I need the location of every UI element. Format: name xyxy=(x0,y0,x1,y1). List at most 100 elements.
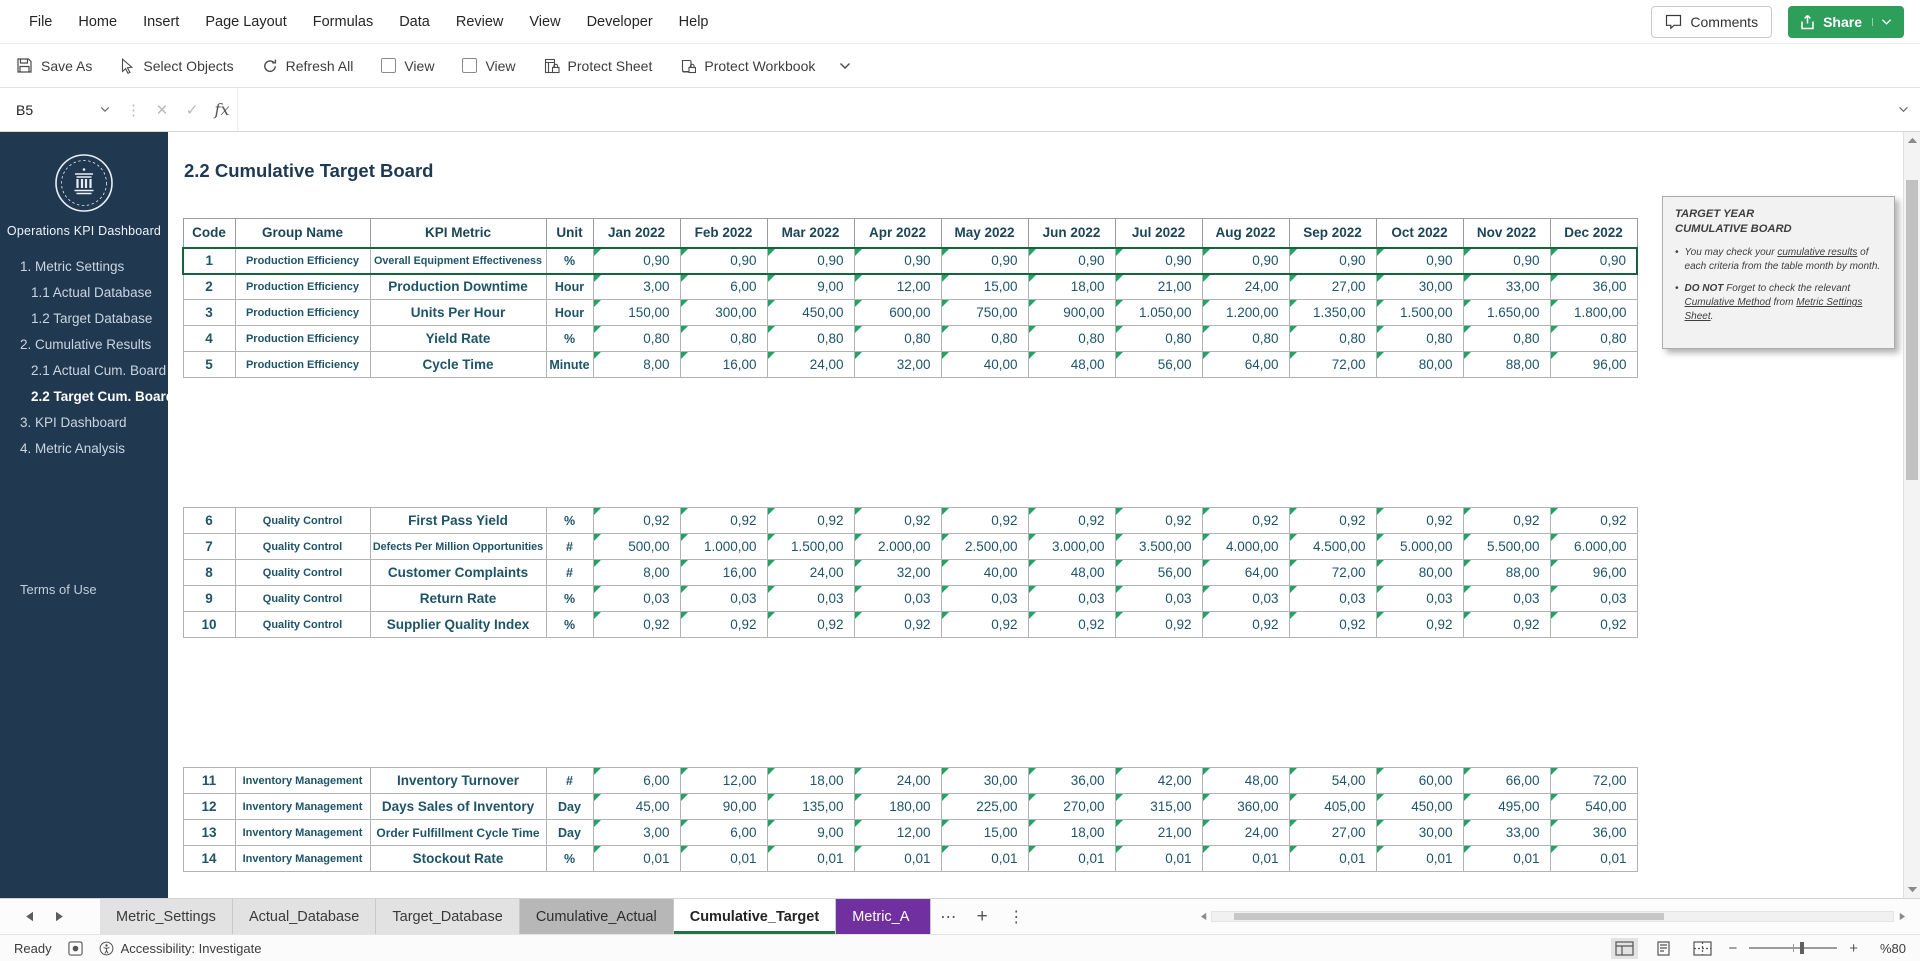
empty-cell[interactable] xyxy=(1289,481,1376,508)
empty-cell[interactable] xyxy=(941,455,1028,482)
cell-group-name[interactable]: Quality Control xyxy=(234,585,371,612)
cell-month-value[interactable]: 0,01 xyxy=(679,845,768,872)
zoom-in-button[interactable]: + xyxy=(1849,939,1858,957)
menu-tab-formulas[interactable]: Formulas xyxy=(312,13,374,30)
cell-month-value[interactable]: 48,00 xyxy=(1027,559,1116,586)
cell-month-value[interactable]: 16,00 xyxy=(679,559,768,586)
cell-month-value[interactable]: 0,03 xyxy=(1288,585,1377,612)
cell-code[interactable]: 10 xyxy=(182,611,236,638)
empty-cell[interactable] xyxy=(854,689,941,716)
menu-tab-page-layout[interactable]: Page Layout xyxy=(205,13,287,30)
empty-cell[interactable] xyxy=(767,481,854,508)
empty-cell[interactable] xyxy=(1550,741,1637,768)
cell-month-value[interactable]: 0,80 xyxy=(940,325,1029,352)
empty-cell[interactable] xyxy=(941,377,1028,404)
cell-month-value[interactable]: 0,92 xyxy=(940,507,1029,534)
cell-month-value[interactable]: 0,92 xyxy=(1027,611,1116,638)
cell-kpi-metric[interactable]: Days Sales of Inventory xyxy=(369,793,547,820)
cell-month-value[interactable]: 0,01 xyxy=(853,845,942,872)
empty-cell[interactable] xyxy=(680,689,767,716)
cell-month-value[interactable]: 40,00 xyxy=(940,559,1029,586)
column-header-may-2022[interactable]: May 2022 xyxy=(940,218,1029,248)
empty-cell[interactable] xyxy=(593,663,680,690)
empty-cell[interactable] xyxy=(1202,429,1289,456)
page-break-view-button[interactable] xyxy=(1689,938,1716,959)
empty-cell[interactable] xyxy=(235,689,370,716)
cell-kpi-metric[interactable]: Stockout Rate xyxy=(369,845,547,872)
empty-cell[interactable] xyxy=(593,741,680,768)
cell-month-value[interactable]: 540,00 xyxy=(1549,793,1638,820)
cell-month-value[interactable]: 500,00 xyxy=(592,533,681,560)
cell-month-value[interactable]: 3,00 xyxy=(592,819,681,846)
menu-tab-review[interactable]: Review xyxy=(455,13,504,30)
empty-cell[interactable] xyxy=(941,741,1028,768)
view-button[interactable]: View xyxy=(462,58,516,74)
empty-cell[interactable] xyxy=(1289,637,1376,664)
cell-month-value[interactable]: 0,03 xyxy=(1375,585,1464,612)
empty-cell[interactable] xyxy=(370,429,546,456)
empty-cell[interactable] xyxy=(1376,455,1463,482)
cell-month-value[interactable]: 450,00 xyxy=(1375,793,1464,820)
column-header-aug-2022[interactable]: Aug 2022 xyxy=(1201,218,1290,248)
cell-month-value[interactable]: 88,00 xyxy=(1462,351,1551,378)
empty-cell[interactable] xyxy=(1550,689,1637,716)
cell-month-value[interactable]: 750,00 xyxy=(940,299,1029,326)
empty-cell[interactable] xyxy=(183,715,235,742)
zoom-slider[interactable] xyxy=(1749,942,1838,954)
cell-month-value[interactable]: 1.800,00 xyxy=(1549,299,1638,326)
empty-cell[interactable] xyxy=(593,481,680,508)
column-header-apr-2022[interactable]: Apr 2022 xyxy=(853,218,942,248)
cell-group-name[interactable]: Inventory Management xyxy=(234,767,371,794)
cell-unit[interactable]: # xyxy=(545,767,594,794)
cell-code[interactable]: 8 xyxy=(182,559,236,586)
cell-month-value[interactable]: 2.500,00 xyxy=(940,533,1029,560)
cell-month-value[interactable]: 405,00 xyxy=(1288,793,1377,820)
cell-month-value[interactable]: 0,92 xyxy=(1288,507,1377,534)
zoom-slider-thumb[interactable] xyxy=(1800,942,1805,954)
empty-cell[interactable] xyxy=(1115,663,1202,690)
empty-cell[interactable] xyxy=(767,429,854,456)
more-sheets-button[interactable]: ⋯ xyxy=(940,908,957,926)
empty-cell[interactable] xyxy=(1463,715,1550,742)
cell-month-value[interactable]: 315,00 xyxy=(1114,793,1203,820)
cell-month-value[interactable]: 1.650,00 xyxy=(1462,299,1551,326)
sheet-tab-metric-settings[interactable]: Metric_Settings xyxy=(100,899,233,934)
cell-month-value[interactable]: 1.500,00 xyxy=(766,533,855,560)
normal-view-button[interactable] xyxy=(1611,937,1639,959)
cell-month-value[interactable]: 0,03 xyxy=(853,585,942,612)
cell-unit[interactable]: % xyxy=(545,611,594,638)
empty-cell[interactable] xyxy=(183,377,235,404)
cell-code[interactable]: 13 xyxy=(182,819,236,846)
empty-cell[interactable] xyxy=(1202,403,1289,430)
cell-kpi-metric[interactable]: Defects Per Million Opportunities xyxy=(369,533,547,560)
terms-of-use-link[interactable]: Terms of Use xyxy=(20,582,97,597)
empty-cell[interactable] xyxy=(767,403,854,430)
cell-unit[interactable]: % xyxy=(545,325,594,352)
refresh-all-button[interactable]: Refresh All xyxy=(262,58,353,74)
cell-month-value[interactable]: 225,00 xyxy=(940,793,1029,820)
empty-cell[interactable] xyxy=(1028,741,1115,768)
empty-cell[interactable] xyxy=(183,637,235,664)
empty-cell[interactable] xyxy=(854,741,941,768)
empty-cell[interactable] xyxy=(370,455,546,482)
cell-month-value[interactable]: 1.050,00 xyxy=(1114,299,1203,326)
cell-month-value[interactable]: 0,92 xyxy=(1114,507,1203,534)
empty-cell[interactable] xyxy=(1202,663,1289,690)
cell-month-value[interactable]: 40,00 xyxy=(940,351,1029,378)
cell-month-value[interactable]: 0,03 xyxy=(1027,585,1116,612)
cell-kpi-metric[interactable]: Customer Complaints xyxy=(369,559,547,586)
cell-month-value[interactable]: 270,00 xyxy=(1027,793,1116,820)
cell-month-value[interactable]: 6,00 xyxy=(679,273,768,300)
cell-month-value[interactable]: 495,00 xyxy=(1462,793,1551,820)
cell-month-value[interactable]: 36,00 xyxy=(1549,273,1638,300)
cell-code[interactable]: 3 xyxy=(182,299,236,326)
menu-tab-help[interactable]: Help xyxy=(678,13,709,30)
empty-cell[interactable] xyxy=(680,429,767,456)
cell-month-value[interactable]: 150,00 xyxy=(592,299,681,326)
scroll-up-arrow-icon[interactable] xyxy=(1904,132,1920,149)
empty-cell[interactable] xyxy=(941,481,1028,508)
sidebar-item-2-1-actual-cum-board[interactable]: 2.1 Actual Cum. Board xyxy=(31,363,167,378)
empty-cell[interactable] xyxy=(370,663,546,690)
empty-cell[interactable] xyxy=(854,429,941,456)
cell-month-value[interactable]: 3,00 xyxy=(592,273,681,300)
